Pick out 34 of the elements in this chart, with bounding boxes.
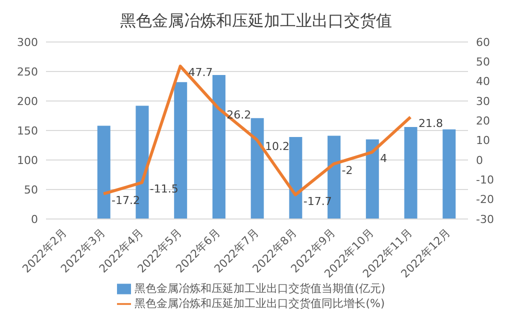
bar <box>250 118 264 219</box>
y2-tick-label: -10 <box>476 174 494 187</box>
bar <box>289 136 302 219</box>
bar <box>212 75 226 219</box>
y2-tick-label: 20 <box>476 114 490 128</box>
y-tick-label: 50 <box>24 183 38 196</box>
y-tick-label: 100 <box>17 154 38 167</box>
y2-tick-label: 0 <box>476 154 483 167</box>
chart-title: 黑色金属冶炼和压延加工业出口交货值 <box>119 10 393 32</box>
legend-label: 黑色金属冶炼和压延加工业出口交货值同比增长(%) <box>134 297 385 310</box>
y2-tick-label: -30 <box>476 212 494 226</box>
y-tick-label: 300 <box>17 36 38 49</box>
data-label: 4 <box>380 152 388 166</box>
legend-label: 黑色金属冶炼和压延加工业出口交货值当期值(亿元) <box>134 282 386 295</box>
y-tick-label: 200 <box>17 94 38 108</box>
data-label: 47.7 <box>188 66 213 80</box>
line-series <box>102 64 412 196</box>
y2-tick-label: -20 <box>476 193 494 206</box>
bar <box>97 126 110 219</box>
y2-tick-label: 60 <box>476 36 490 49</box>
y2-tick-label: 50 <box>476 56 490 69</box>
bar <box>442 129 456 219</box>
data-label: 10.2 <box>265 140 290 153</box>
data-label: 26.2 <box>226 108 252 122</box>
y-tick-label: 150 <box>17 124 38 138</box>
y2-tick-label: 30 <box>476 94 490 108</box>
bar <box>366 139 379 219</box>
data-label: 21.8 <box>418 117 443 130</box>
bar <box>404 126 418 219</box>
y-tick-label: 0 <box>31 212 38 226</box>
y2-tick-label: 10 <box>476 134 490 148</box>
y2-tick-label: 40 <box>476 75 490 88</box>
data-label: -2 <box>342 164 353 177</box>
y-tick-label: 250 <box>17 65 38 78</box>
